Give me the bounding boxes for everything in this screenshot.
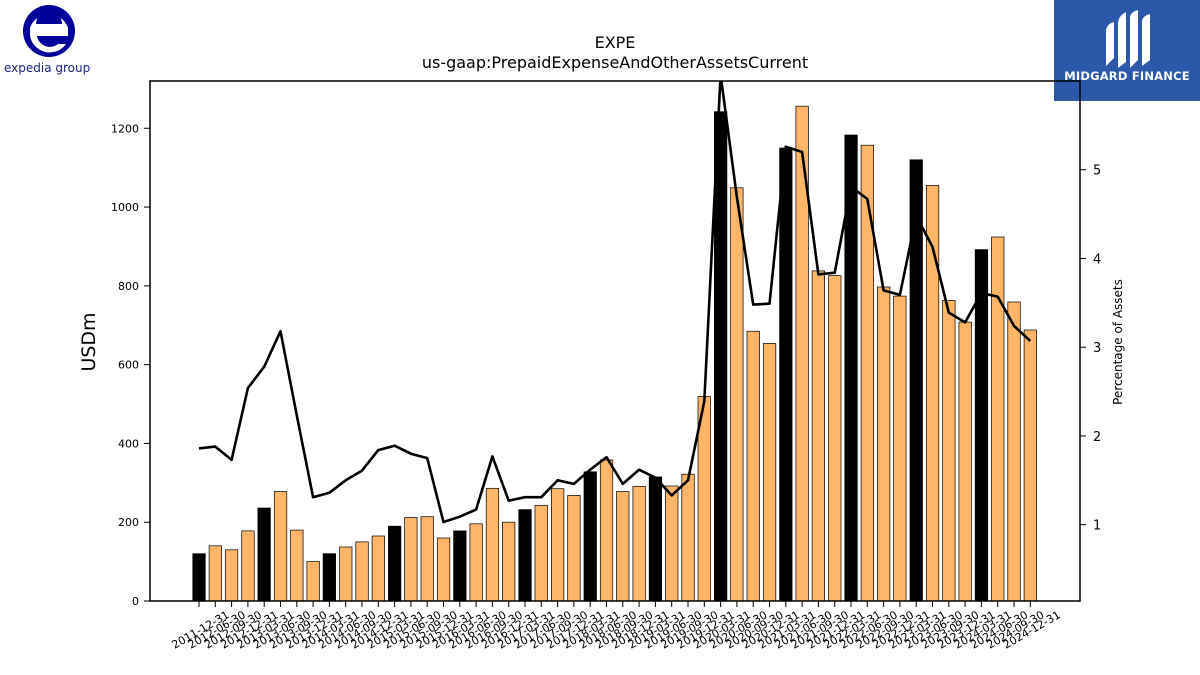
bar: [453, 530, 467, 602]
bar: [681, 473, 695, 602]
bar: [224, 549, 239, 602]
y2-tick-label: 5: [1093, 164, 1101, 179]
y2-tick-label: 3: [1093, 341, 1101, 356]
bar: [518, 509, 532, 602]
bar: [257, 507, 271, 602]
expedia-group-logo: expedia group: [0, 0, 100, 82]
bar: [746, 330, 760, 602]
y-tick-label: 1000: [111, 201, 139, 214]
bar: [860, 144, 874, 602]
y-tick-label: 1200: [111, 122, 139, 135]
bar: [567, 495, 581, 602]
y-tick-label: 0: [132, 595, 139, 608]
y-tick-label: 600: [118, 359, 139, 372]
bar: [339, 546, 353, 602]
bar: [404, 517, 418, 602]
bar: [648, 476, 663, 602]
bar: [436, 537, 451, 602]
bar: [273, 491, 288, 602]
y2-tick-label: 2: [1093, 430, 1101, 445]
bar: [534, 504, 548, 602]
bar: [942, 300, 956, 602]
y2-axis-label: Percentage of Assets: [1111, 279, 1125, 405]
bar: [241, 530, 255, 602]
bar: [388, 525, 402, 602]
bar: [599, 459, 614, 602]
y-axis-left: 0 200 400 600 800 1000 1200: [111, 122, 150, 608]
bar: [877, 286, 891, 602]
chart-title: EXPE: [595, 33, 636, 52]
bar: [828, 275, 842, 602]
bar: [665, 485, 679, 602]
bar: [762, 343, 777, 602]
x-axis: 2011-12-312012-06-302012-09-302012-12-31…: [170, 601, 1063, 652]
bar: [371, 535, 385, 602]
bar: [420, 516, 434, 602]
bar: [1007, 301, 1021, 602]
midgard-finance-logo: MIDGARD FINANCE: [1054, 0, 1200, 101]
bar: [779, 147, 793, 602]
y2-tick-label: 1: [1093, 519, 1101, 534]
bar: [192, 553, 206, 602]
midgard-logo-text: MIDGARD FINANCE: [1064, 69, 1190, 83]
y-axis-right: 1 2 3 4 5: [1080, 164, 1101, 534]
bar: [469, 523, 483, 602]
bar: [730, 187, 744, 602]
bar: [616, 491, 630, 602]
bar: [290, 529, 304, 602]
bar: [502, 521, 516, 602]
y-tick-label: 800: [118, 280, 139, 293]
bar: [583, 471, 597, 602]
expedia-e-icon: [23, 5, 75, 57]
line-series: [198, 81, 1032, 524]
y-tick-label: 400: [118, 437, 139, 450]
bar: [893, 295, 907, 602]
bar: [306, 561, 320, 602]
bar: [958, 321, 972, 602]
y-axis-label: USDm: [78, 312, 100, 371]
bar: [551, 488, 565, 602]
bar: [208, 545, 222, 602]
bar: [355, 541, 369, 602]
bar: [811, 270, 825, 602]
bar: [1023, 329, 1037, 602]
bar: [632, 486, 646, 602]
expedia-logo-text: expedia group: [4, 61, 91, 75]
plot-frame: [149, 80, 1081, 602]
bar-series: [192, 105, 1037, 602]
bar: [485, 487, 500, 602]
percentage-line: [198, 81, 1032, 524]
y2-tick-label: 4: [1093, 252, 1101, 267]
bar: [991, 236, 1005, 602]
y-tick-label: 200: [118, 516, 139, 529]
chart-subtitle: us-gaap:PrepaidExpenseAndOtherAssetsCurr…: [422, 53, 808, 72]
midgard-m-icon: [1106, 10, 1150, 68]
bar: [322, 553, 336, 602]
